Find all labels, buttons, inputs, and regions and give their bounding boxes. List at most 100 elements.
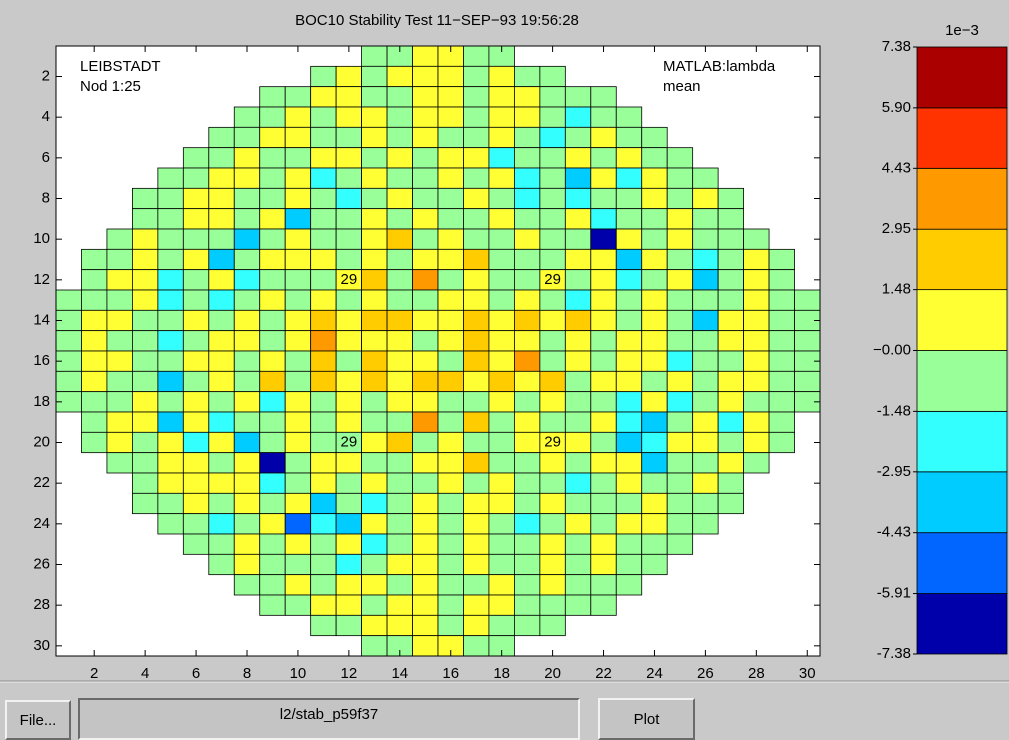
- cell: [182, 167, 210, 189]
- cell: [182, 269, 210, 291]
- cell: [743, 370, 770, 393]
- cell: [361, 350, 388, 372]
- cell: [539, 513, 566, 535]
- cell: [386, 228, 413, 250]
- cell: [590, 391, 617, 413]
- cell: [463, 350, 490, 372]
- cell: [539, 472, 566, 494]
- y-tick-label: 8: [42, 189, 50, 206]
- cell: [335, 370, 362, 393]
- cell: [666, 492, 694, 515]
- cell: [488, 228, 515, 250]
- cell: [208, 289, 235, 311]
- cell: [463, 45, 490, 67]
- cell: [412, 45, 439, 67]
- cell: [386, 574, 413, 596]
- cell: [768, 330, 795, 352]
- cell: [259, 391, 286, 413]
- cell: [182, 411, 210, 433]
- cell: [310, 228, 337, 250]
- cell: [488, 553, 515, 576]
- cell: [666, 533, 694, 555]
- cell: [717, 248, 745, 271]
- cell: [564, 574, 592, 596]
- cell: [106, 411, 133, 433]
- cell: [284, 513, 312, 535]
- cell: [463, 330, 490, 352]
- colorbar-band: [916, 289, 1008, 351]
- cell: [794, 289, 821, 311]
- cell: [361, 594, 388, 616]
- cell: [743, 431, 770, 454]
- cell: [386, 187, 413, 210]
- cell: [692, 289, 719, 311]
- cell: [539, 594, 566, 616]
- cell: [310, 86, 337, 108]
- cell: [412, 370, 439, 393]
- file-button[interactable]: File...: [5, 700, 71, 740]
- cell: [641, 391, 668, 413]
- cell: [386, 269, 413, 291]
- cell: [539, 228, 566, 250]
- cell: [208, 370, 235, 393]
- cell: [590, 167, 617, 189]
- cell: [564, 533, 592, 555]
- cell: [81, 370, 108, 393]
- cell: [386, 391, 413, 413]
- cell: [284, 431, 312, 454]
- cell: [335, 147, 362, 169]
- cell: [463, 472, 490, 494]
- cell: [131, 248, 159, 271]
- plot-button[interactable]: Plot: [598, 698, 695, 740]
- cell: [335, 553, 362, 576]
- cell: [310, 167, 337, 189]
- cell: [310, 391, 337, 413]
- cell: [590, 228, 617, 250]
- cell: [514, 391, 541, 413]
- cell: [182, 289, 210, 311]
- cell: [335, 533, 362, 555]
- cell: [437, 472, 464, 494]
- colorbar-band: [916, 471, 1008, 534]
- cell: [641, 167, 668, 189]
- colorbar-band: [916, 532, 1008, 594]
- cell: [590, 350, 617, 372]
- cell: [463, 635, 490, 657]
- cell: [361, 553, 388, 576]
- cell: [488, 126, 515, 149]
- colorbar-tick-label: 1.48: [882, 281, 911, 298]
- cell: [590, 248, 617, 271]
- cell: [717, 391, 745, 413]
- path-field[interactable]: l2/stab_p59f37: [78, 698, 580, 740]
- cell: [386, 350, 413, 372]
- cell: [310, 147, 337, 169]
- cell: [233, 309, 261, 332]
- cell: [157, 472, 184, 494]
- cell: [514, 289, 541, 311]
- cell: [386, 147, 413, 169]
- cell: [361, 370, 388, 393]
- cell: [514, 350, 541, 372]
- cell: [208, 391, 235, 413]
- y-tick-label: 30: [33, 637, 50, 654]
- cell: [335, 167, 362, 189]
- x-tick-label: 28: [748, 665, 765, 682]
- cell: [463, 248, 490, 271]
- cell: [208, 187, 235, 210]
- cell: [412, 289, 439, 311]
- cell: [361, 614, 388, 637]
- x-tick-label: 2: [90, 665, 98, 682]
- cell: [361, 269, 388, 291]
- colorbar-tick-label: 4.43: [882, 159, 911, 176]
- cell: [284, 574, 312, 596]
- x-tick-label: 10: [290, 665, 307, 682]
- cell: [208, 228, 235, 250]
- cell: [564, 492, 592, 515]
- cell: [386, 167, 413, 189]
- cell: [284, 533, 312, 555]
- cell: [131, 452, 159, 474]
- cell: [310, 431, 337, 454]
- cell: [488, 86, 515, 108]
- cell: [641, 472, 668, 494]
